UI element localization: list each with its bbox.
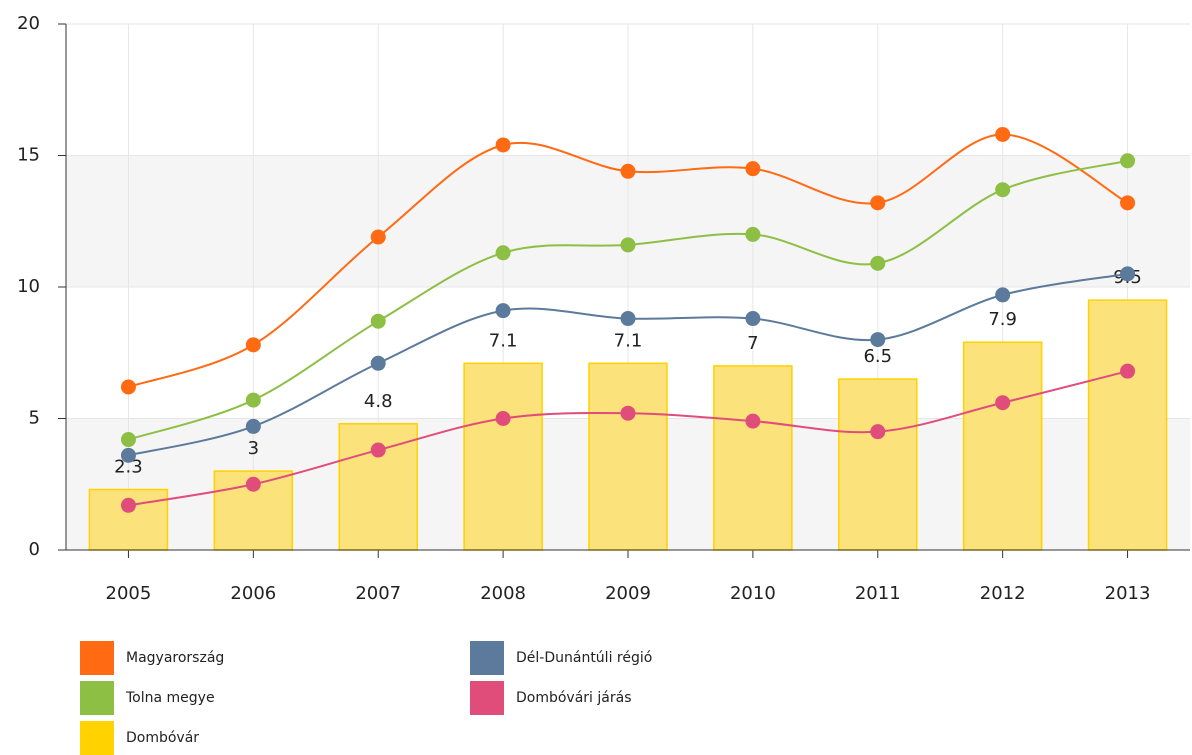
x-tick-label: 2013 xyxy=(1105,583,1151,604)
point xyxy=(620,237,636,253)
point xyxy=(120,497,136,513)
point xyxy=(120,379,136,395)
point xyxy=(870,424,886,440)
point xyxy=(745,226,761,242)
point xyxy=(120,432,136,448)
point xyxy=(1120,363,1136,379)
point xyxy=(620,311,636,327)
legend-label: Dombóvár xyxy=(126,730,199,746)
legend-swatch xyxy=(80,641,114,675)
point xyxy=(245,337,261,353)
legend-swatch xyxy=(470,641,504,675)
point xyxy=(1120,266,1136,282)
point xyxy=(495,245,511,261)
point xyxy=(370,229,386,245)
point xyxy=(370,355,386,371)
legend-label: Dél-Dunántúli régió xyxy=(516,650,652,666)
x-tick-label: 2010 xyxy=(730,583,776,604)
x-tick-label: 2005 xyxy=(106,583,152,604)
x-tick-label: 2009 xyxy=(605,583,651,604)
value-label: 3 xyxy=(248,438,259,459)
point xyxy=(870,195,886,211)
value-label: 7 xyxy=(747,333,758,354)
legend-swatch xyxy=(80,721,114,755)
point xyxy=(120,447,136,463)
point xyxy=(995,126,1011,142)
bar xyxy=(1087,299,1168,551)
value-label: 4.8 xyxy=(364,391,393,412)
point xyxy=(370,313,386,329)
y-tick-label: 0 xyxy=(29,539,40,560)
point xyxy=(245,392,261,408)
bar xyxy=(962,341,1043,551)
point xyxy=(995,182,1011,198)
bar xyxy=(463,362,543,551)
point xyxy=(870,332,886,348)
value-label: 2.3 xyxy=(114,457,143,478)
value-label: 7.1 xyxy=(489,330,518,351)
point xyxy=(495,137,511,153)
point xyxy=(245,418,261,434)
point xyxy=(620,163,636,179)
x-tick-label: 2006 xyxy=(230,583,276,604)
point xyxy=(1120,195,1136,211)
point xyxy=(1120,153,1136,169)
point xyxy=(870,255,886,271)
legend-label: Magyarország xyxy=(126,650,224,666)
x-tick-label: 2008 xyxy=(480,583,526,604)
y-tick-label: 15 xyxy=(17,145,40,166)
legend-swatch xyxy=(80,681,114,715)
y-tick-label: 10 xyxy=(17,276,40,297)
x-tick-label: 2012 xyxy=(980,583,1026,604)
point xyxy=(745,161,761,177)
legend-label: Dombóvári járás xyxy=(516,690,632,706)
point xyxy=(995,287,1011,303)
point xyxy=(495,303,511,319)
bar xyxy=(838,378,918,551)
y-tick-label: 20 xyxy=(17,13,40,34)
value-label: 7.9 xyxy=(988,309,1017,330)
legend-swatch xyxy=(470,681,504,715)
x-tick-label: 2011 xyxy=(855,583,901,604)
legend-label: Tolna megye xyxy=(125,690,215,706)
bar xyxy=(713,365,793,551)
point xyxy=(745,413,761,429)
point xyxy=(495,411,511,426)
value-label: 6.5 xyxy=(863,346,892,367)
point xyxy=(245,476,261,492)
bar xyxy=(588,362,668,551)
x-tick-label: 2007 xyxy=(355,583,401,604)
point xyxy=(745,311,761,327)
point xyxy=(620,405,636,421)
point xyxy=(995,395,1011,411)
point xyxy=(370,442,386,458)
value-label: 7.1 xyxy=(614,330,643,351)
y-tick-label: 5 xyxy=(29,408,40,429)
